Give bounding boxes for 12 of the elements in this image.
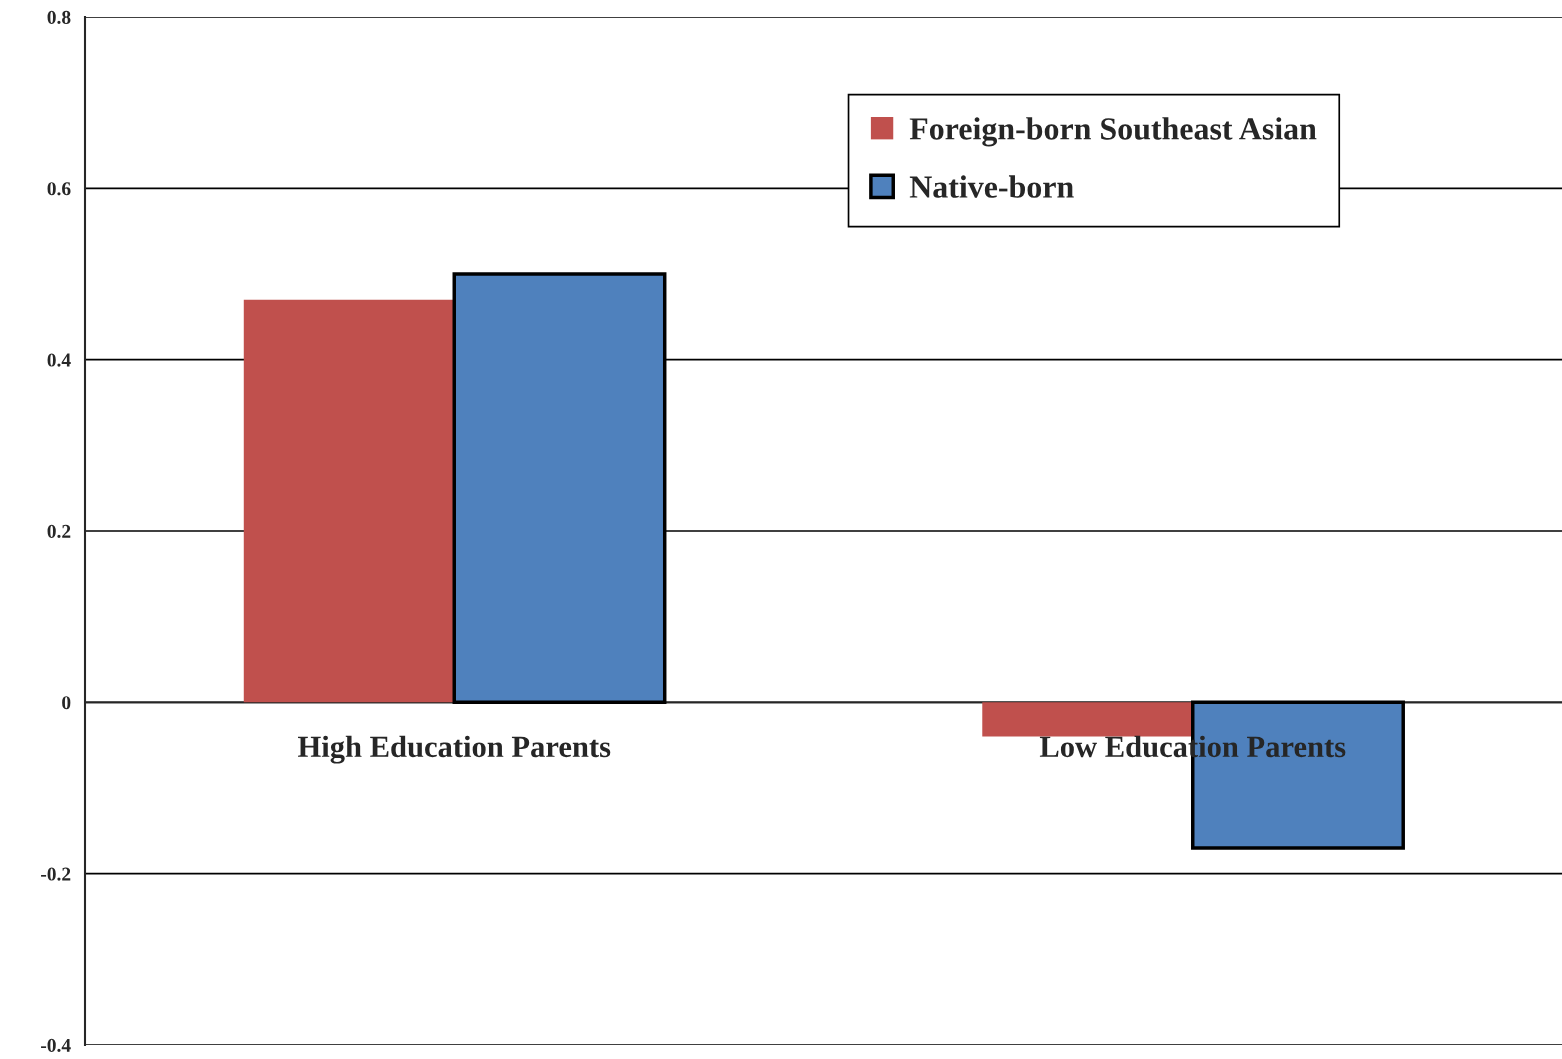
y-tick-label: 0 (62, 696, 71, 710)
y-tick-label: 0.6 (47, 182, 71, 196)
y-tick-label: 0.8 (47, 10, 71, 25)
y-tick-label: 0.4 (47, 353, 71, 367)
legend-label: Foreign-born Southeast Asian (909, 117, 1317, 147)
x-tick-label: High Education Parents (298, 735, 611, 764)
y-tick-label: -0.4 (41, 1038, 71, 1053)
y-tick-label: 0.2 (47, 524, 71, 539)
y-tick-label: -0.2 (41, 867, 71, 881)
legend-label: Native-born (909, 175, 1074, 198)
bar (243, 299, 455, 703)
bar (982, 702, 1193, 737)
